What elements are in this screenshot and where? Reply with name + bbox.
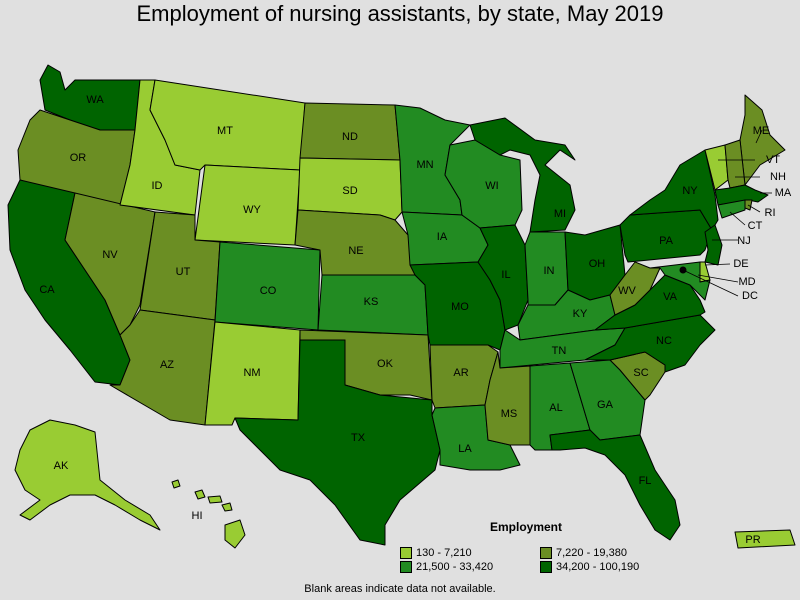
state-nj[interactable] [704,224,723,266]
label-vt: VT [766,154,780,166]
label-dc: DC [742,290,758,302]
state-ms[interactable] [484,351,531,446]
label-ia: IA [437,231,448,243]
state-ny[interactable] [629,149,719,231]
state-md[interactable] [649,261,711,301]
legend-label: 7,220 - 19,380 [556,547,627,559]
label-nm: NM [243,367,260,379]
leader-line [747,204,761,213]
label-wy: WY [243,204,261,216]
label-ok: OK [377,358,394,370]
label-mi: MI [554,208,566,220]
label-ks: KS [364,296,379,308]
label-in: IN [544,265,555,277]
label-pa: PA [659,235,674,247]
label-mt: MT [217,125,233,137]
legend-swatch [400,547,412,559]
label-de: DE [733,258,748,270]
leader-line [682,269,739,297]
legend-item: 130 - 7,210 [400,547,472,559]
label-la: LA [458,443,472,455]
label-or: OR [70,152,87,164]
label-wi: WI [485,180,498,192]
label-pr: PR [745,534,760,546]
map-title: Employment of nursing assistants, by sta… [136,1,664,26]
label-mn: MN [416,159,433,171]
label-fl: FL [639,475,652,487]
label-nc: NC [656,335,672,347]
label-sc: SC [633,367,648,379]
legend-swatch [400,561,412,573]
state-me[interactable] [739,94,786,186]
label-il: IL [501,269,510,281]
label-wa: WA [86,94,104,106]
label-va: VA [663,291,678,303]
label-tn: TN [552,345,567,357]
label-ny: NY [682,185,698,197]
label-sd: SD [342,185,357,197]
label-md: MD [738,276,755,288]
label-nj: NJ [737,235,750,247]
label-co: CO [260,285,277,297]
label-ca: CA [39,284,55,296]
label-tx: TX [351,432,366,444]
footnote: Blank areas indicate data not available. [304,583,496,595]
label-ak: AK [54,460,69,472]
legend-item: 21,500 - 33,420 [400,561,493,573]
legend-label: 21,500 - 33,420 [416,561,494,573]
label-id: ID [152,180,163,192]
label-nv: NV [102,249,118,261]
label-az: AZ [160,359,174,371]
label-mo: MO [451,301,469,313]
state-fl[interactable] [549,429,681,541]
state-mi[interactable] [469,117,576,233]
label-ms: MS [501,408,518,420]
state-pr[interactable] [734,529,796,549]
label-ar: AR [453,367,468,379]
legend-swatch [540,547,552,559]
legend-swatch [540,561,552,573]
label-me: ME [753,125,770,137]
label-ga: GA [597,399,614,411]
label-oh: OH [589,258,606,270]
label-ct: CT [748,220,763,232]
state-ct[interactable] [717,199,746,219]
label-ri: RI [765,207,776,219]
label-ma: MA [775,187,792,199]
state-nc[interactable] [584,314,716,373]
label-ut: UT [176,266,191,278]
label-hi: HI [192,510,203,522]
legend-title: Employment [490,520,563,534]
label-nd: ND [342,131,358,143]
state-tx[interactable] [234,339,441,546]
label-nh: NH [770,171,786,183]
label-al: AL [549,402,562,414]
label-ky: KY [573,308,588,320]
state-ak[interactable] [14,419,161,531]
legend-item: 7,220 - 19,380 [540,547,627,559]
leader-line [697,274,739,283]
leader-line [704,263,731,266]
state-hi[interactable] [171,479,246,549]
label-ne: NE [348,245,363,257]
legend-label: 130 - 7,210 [416,547,472,559]
legend-item: 34,200 - 100,190 [540,561,639,573]
legend-label: 34,200 - 100,190 [556,561,640,573]
leader-line [729,211,746,226]
label-wv: WV [618,285,636,297]
leader-line [755,129,763,144]
